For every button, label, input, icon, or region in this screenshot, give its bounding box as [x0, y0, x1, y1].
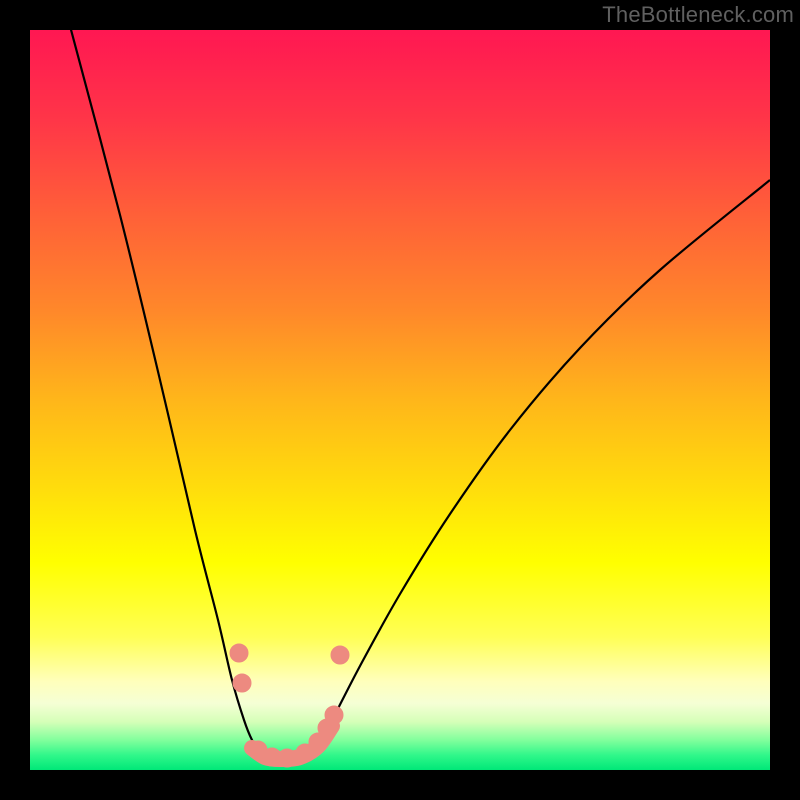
curve-marker: [325, 706, 343, 724]
curve-marker: [233, 674, 251, 692]
chart-frame: TheBottleneck.com: [0, 0, 800, 800]
bottleneck-chart: [0, 0, 800, 800]
chart-background-gradient: [30, 30, 770, 770]
curve-marker: [230, 644, 248, 662]
curve-marker: [331, 646, 349, 664]
curve-marker: [278, 749, 296, 767]
watermark-text: TheBottleneck.com: [602, 2, 794, 28]
